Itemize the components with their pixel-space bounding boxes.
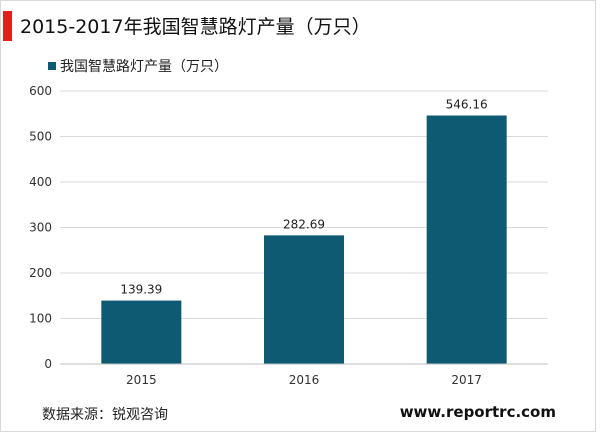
- legend: 我国智慧路灯产量（万只）: [48, 56, 228, 76]
- bar: [101, 300, 182, 364]
- y-tick-label: 500: [29, 130, 52, 144]
- y-tick-label: 400: [29, 175, 52, 189]
- data-source: 数据来源：锐观咨询: [42, 407, 168, 423]
- legend-label: 我国智慧路灯产量（万只）: [60, 59, 228, 75]
- x-tick-label: 2015: [126, 373, 157, 387]
- bar: [264, 235, 344, 364]
- y-tick-label: 100: [29, 312, 52, 326]
- bar: [426, 115, 507, 365]
- website-url: www.reportrc.com: [399, 403, 556, 421]
- chart-title: 2015-2017年我国智慧路灯产量（万只）: [20, 16, 371, 38]
- data-label: 139.39: [120, 283, 162, 297]
- x-tick-label: 2016: [289, 373, 320, 387]
- legend-swatch: [48, 62, 56, 70]
- y-tick-label: 300: [29, 221, 52, 235]
- title-accent-bar: [3, 11, 12, 41]
- y-tick-label: 200: [29, 266, 52, 280]
- data-label: 282.69: [283, 217, 325, 231]
- y-tick-label: 0: [44, 357, 52, 371]
- y-tick-label: 600: [29, 84, 52, 98]
- x-tick-label: 2017: [451, 373, 482, 387]
- data-label: 546.16: [446, 97, 488, 111]
